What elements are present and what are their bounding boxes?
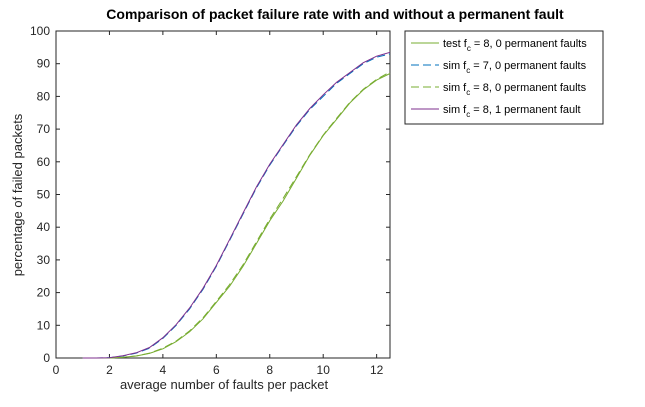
y-tick-label: 80: [37, 89, 51, 103]
y-tick-label: 0: [43, 351, 50, 365]
x-tick-label: 6: [213, 363, 220, 377]
x-tick-label: 0: [53, 363, 60, 377]
x-axis-label: average number of faults per packet: [120, 377, 329, 392]
chart-title: Comparison of packet failure rate with a…: [106, 6, 564, 22]
y-tick-label: 90: [37, 57, 51, 71]
legend-entry-1: test fc = 8, 0 permanent faults: [443, 38, 587, 53]
series-line-3: [82, 71, 391, 359]
y-tick-label: 20: [37, 286, 51, 300]
y-tick-label: 60: [37, 155, 51, 169]
y-tick-label: 40: [37, 220, 51, 234]
y-tick-label: 30: [37, 253, 51, 267]
y-axis-label: percentage of failed packets: [10, 113, 25, 276]
x-tick-label: 8: [266, 363, 273, 377]
y-tick-label: 50: [37, 188, 51, 202]
legend-entry-2: sim fc = 7, 0 permanent faults: [443, 60, 587, 75]
axes-box: [55, 30, 391, 359]
legend-entry-3: sim fc = 8, 0 permanent faults: [443, 82, 587, 97]
x-tick-label: 4: [160, 363, 167, 377]
y-tick-label: 100: [30, 24, 50, 38]
legend-entry-4: sim fc = 8, 1 permanent fault: [443, 104, 581, 119]
plot-area: 0 2 4 6 8 10 12 0 10 20 30 40 50 60 70 80 90 100: [30, 24, 391, 377]
x-tick-label: 12: [370, 363, 384, 377]
x-tick-label: 10: [317, 363, 331, 377]
series-line-4: [82, 51, 391, 359]
x-tick-label: 2: [106, 363, 113, 377]
legend: test fc = 8, 0 permanent faults sim fc = …: [404, 30, 604, 125]
y-tick-label: 70: [37, 122, 51, 136]
y-tick-label: 10: [37, 318, 51, 332]
